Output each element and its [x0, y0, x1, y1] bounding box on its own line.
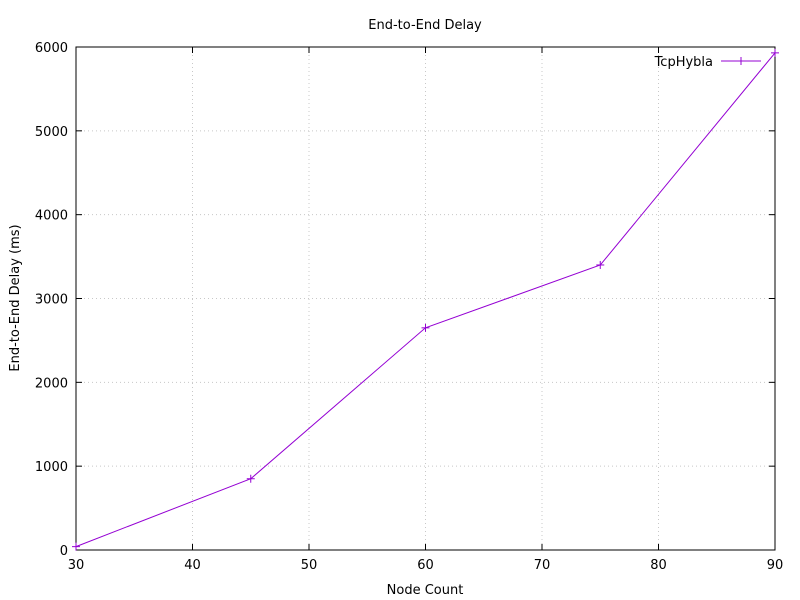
x-tick-label: 70 — [534, 558, 551, 573]
y-tick-label: 1000 — [35, 460, 68, 475]
y-tick-label: 2000 — [35, 376, 68, 391]
x-axis-label: Node Count — [387, 583, 464, 598]
data-point — [596, 260, 605, 269]
legend: TcpHybla — [654, 55, 761, 70]
y-tick-label: 4000 — [35, 209, 68, 224]
y-tick-label: 6000 — [35, 41, 68, 56]
axis-ticks: 30 40 50 60 70 80 90 0 1000 2000 3000 4000 5000 6000 — [35, 41, 783, 573]
x-tick-label: 90 — [767, 558, 784, 573]
y-tick-label: 5000 — [35, 125, 68, 140]
x-tick-label: 40 — [184, 558, 201, 573]
data-point — [771, 48, 779, 57]
x-tick-label: 60 — [417, 558, 434, 573]
x-tick-label: 80 — [650, 558, 667, 573]
y-tick-label: 3000 — [35, 293, 68, 308]
grid — [76, 47, 775, 550]
legend-label: TcpHybla — [654, 55, 713, 70]
y-axis-label: End-to-End Delay (ms) — [8, 224, 23, 371]
x-tick-label: 30 — [68, 558, 85, 573]
data-point — [421, 323, 430, 332]
series-group — [72, 48, 779, 551]
data-point — [72, 542, 80, 551]
legend-marker — [737, 57, 745, 65]
chart-title: End-to-End Delay — [368, 18, 482, 33]
data-point — [246, 474, 255, 483]
x-tick-label: 50 — [301, 558, 318, 573]
y-tick-label: 0 — [60, 544, 68, 559]
